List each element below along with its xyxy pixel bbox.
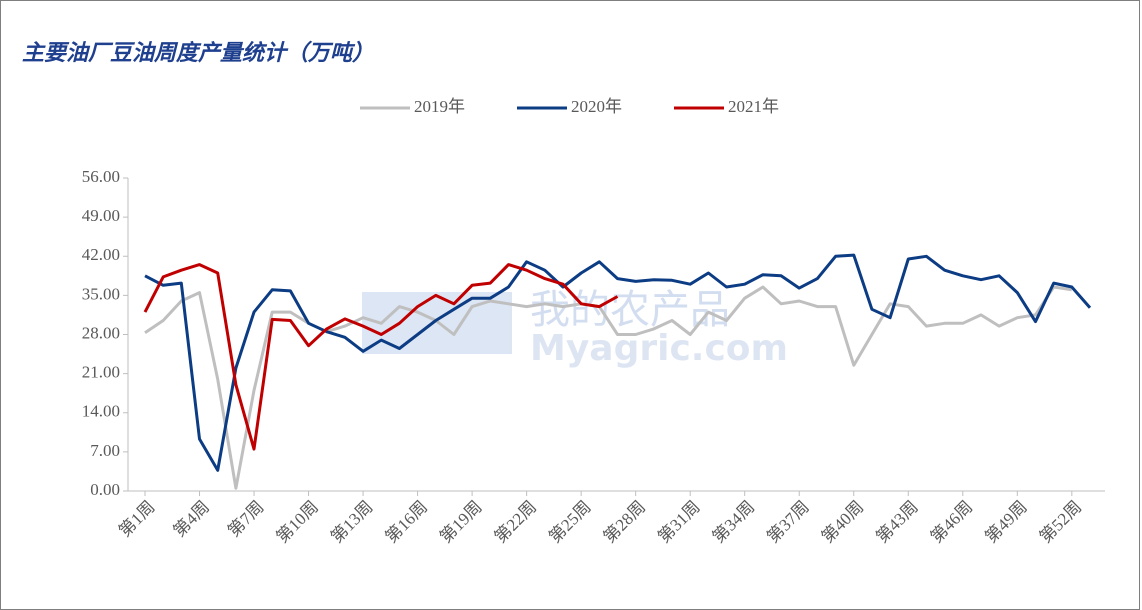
legend-label: 2021年 [728, 97, 779, 116]
y-tick-label: 21.00 [82, 363, 120, 382]
series-line [143, 263, 619, 451]
series-line [144, 285, 1073, 490]
y-tick-label: 14.00 [82, 402, 120, 421]
y-tick-label: 56.00 [82, 167, 120, 186]
y-tick-label: 35.00 [82, 284, 120, 303]
y-tick-label: 49.00 [82, 206, 120, 225]
y-tick-label: 42.00 [82, 245, 120, 264]
chart-title: 主要油厂豆油周度产量统计（万吨） [22, 40, 374, 65]
y-tick-label: 0.00 [90, 480, 120, 499]
series-line [144, 253, 1092, 472]
legend-label: 2020年 [571, 97, 622, 116]
legend-label: 2019年 [414, 97, 465, 116]
y-tick-label: 28.00 [82, 323, 120, 342]
watermark-text: Myagric.com [530, 328, 788, 369]
watermark-text: 我的农产品 [530, 287, 730, 333]
y-tick-label: 7.00 [90, 441, 120, 460]
